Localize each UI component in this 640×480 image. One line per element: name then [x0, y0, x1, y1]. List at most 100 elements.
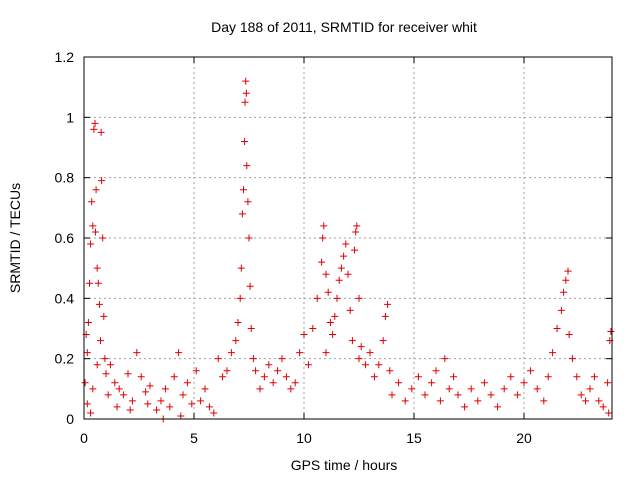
- data-point: [595, 397, 603, 405]
- data-point: [318, 258, 326, 266]
- data-point: [344, 270, 352, 278]
- data-point: [296, 349, 304, 357]
- data-point: [265, 361, 273, 369]
- data-point: [527, 367, 535, 375]
- data-point: [549, 349, 557, 357]
- data-point: [461, 403, 469, 411]
- data-point: [124, 370, 132, 378]
- plot-frame: [83, 56, 613, 420]
- data-point: [95, 300, 103, 308]
- data-point: [240, 186, 247, 194]
- x-axis-label: GPS time / hours: [291, 457, 398, 473]
- data-point: [115, 385, 123, 393]
- data-point: [454, 391, 462, 399]
- data-point: [386, 367, 394, 375]
- grid-lines: [84, 57, 612, 419]
- data-point: [577, 391, 585, 399]
- axis-ticks: 0 0.2 0.4 0.6 0.8 1 1.2 0 5 10 15 20: [55, 49, 612, 446]
- data-point: [379, 337, 387, 345]
- data-point: [101, 355, 109, 363]
- data-point: [192, 367, 200, 375]
- data-point: [142, 388, 150, 396]
- data-point: [436, 397, 444, 405]
- data-point: [544, 373, 552, 381]
- data-point: [91, 119, 99, 127]
- data-point: [607, 328, 615, 336]
- data-point: [282, 373, 290, 381]
- data-point: [252, 367, 260, 375]
- data-point: [99, 234, 107, 242]
- data-point: [366, 349, 374, 357]
- data-point: [83, 349, 91, 357]
- data-point: [100, 312, 108, 320]
- data-point: [355, 355, 363, 363]
- data-point: [244, 198, 252, 206]
- data-point: [562, 276, 570, 284]
- data-point: [355, 294, 363, 302]
- data-point: [346, 306, 354, 314]
- data-point: [586, 385, 594, 393]
- data-point: [256, 385, 264, 393]
- x-tick-label: 10: [296, 430, 312, 446]
- data-point: [329, 331, 337, 339]
- data-point: [362, 361, 370, 369]
- data-point: [375, 361, 383, 369]
- data-point: [337, 264, 345, 272]
- data-point: [241, 137, 249, 145]
- data-point: [507, 373, 515, 381]
- data-point: [242, 77, 250, 85]
- y-tick-label: 1.2: [55, 49, 75, 65]
- x-tick-label: 5: [190, 430, 198, 446]
- data-point: [401, 397, 409, 405]
- data-point: [564, 267, 572, 275]
- data-point: [370, 373, 378, 381]
- data-point: [219, 373, 227, 381]
- data-point: [342, 240, 350, 248]
- y-tick-label: 0.6: [55, 230, 75, 246]
- data-point: [494, 403, 502, 411]
- data-point: [247, 325, 255, 332]
- data-point: [237, 264, 245, 272]
- data-point: [83, 400, 91, 408]
- data-point: [188, 400, 196, 408]
- data-point: [126, 406, 134, 414]
- data-point: [553, 325, 561, 332]
- data-point: [89, 222, 97, 230]
- data-point: [97, 128, 105, 136]
- data-point: [89, 385, 97, 393]
- data-point: [223, 367, 231, 375]
- y-tick-label: 0.8: [55, 170, 75, 186]
- data-point: [153, 406, 161, 414]
- data-point: [210, 409, 218, 417]
- data-point: [500, 385, 508, 393]
- data-point: [432, 367, 440, 375]
- data-point: [93, 264, 101, 272]
- data-point: [260, 373, 268, 381]
- data-point: [205, 403, 213, 411]
- data-point: [568, 355, 576, 363]
- data-point: [357, 343, 365, 351]
- data-point: [197, 397, 205, 405]
- data-point: [111, 379, 119, 387]
- data-point: [245, 234, 253, 242]
- data-point: [474, 397, 482, 405]
- data-point: [278, 355, 286, 363]
- data-point: [183, 379, 191, 387]
- data-point: [104, 391, 112, 399]
- data-point: [319, 234, 327, 242]
- data-point: [320, 222, 328, 230]
- chart-title: Day 188 of 2011, SRMTID for receiver whi…: [211, 19, 477, 35]
- data-point: [309, 325, 317, 332]
- data-point: [179, 391, 187, 399]
- data-point: [214, 355, 222, 363]
- data-point: [450, 373, 458, 381]
- data-points: [81, 77, 615, 423]
- data-point: [333, 294, 341, 302]
- data-point: [274, 367, 282, 375]
- y-tick-label: 1: [66, 109, 74, 125]
- data-point: [232, 337, 240, 345]
- x-tick-label: 20: [516, 430, 532, 446]
- data-point: [87, 240, 95, 248]
- data-point: [161, 385, 169, 393]
- data-point: [113, 403, 121, 411]
